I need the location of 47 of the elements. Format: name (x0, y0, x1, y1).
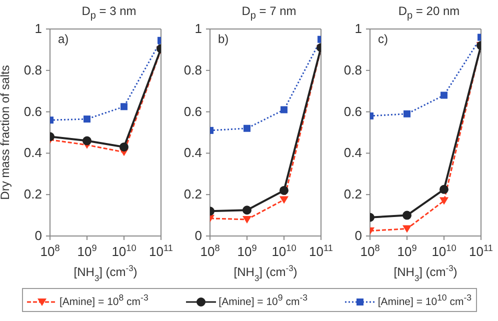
y-tick-label: 0.2 (184, 186, 202, 202)
y-tick-label: 0.2 (24, 186, 42, 202)
x-tick-label: 10$^{8}$ (40, 243, 60, 259)
x-axis-title: [NH$_{3}$] (cm$^{-3}$) (234, 263, 298, 283)
y-tick-label: 0.6 (184, 104, 202, 119)
y-tick-label: 1 (34, 21, 42, 36)
y-tick-label: 0.2 (344, 186, 362, 202)
chart-title: D$_{p}$ = 7 nm (240, 4, 298, 22)
x-tick-label: 10$^{9}$ (237, 243, 257, 259)
x-tick-label: 10$^{10}$ (272, 243, 296, 259)
y-tick-label: 1 (194, 21, 202, 36)
y-tick-label: 0.4 (24, 145, 42, 160)
y-tick-label: 0.8 (24, 62, 42, 78)
y-tick-label: 0 (354, 228, 362, 243)
x-tick-label: 10$^{10}$ (112, 243, 136, 259)
x-axis-title: [NH$_{3}$] (cm$^{-3}$) (74, 263, 138, 283)
y-tick-label: 0.4 (344, 145, 362, 160)
y-tick-label: 0.8 (344, 62, 362, 78)
x-tick-label: 10$^{8}$ (360, 243, 380, 259)
point (402, 225, 412, 233)
x-tick-label: 10$^{11}$ (469, 243, 493, 259)
x-tick-label: 10$^{8}$ (200, 243, 220, 259)
chart-title: D$_{p}$ = 20 nm (397, 4, 461, 22)
legend-label: [Amine] = 10$^{10}$ cm$^{-3}$ (378, 292, 472, 308)
x-tick-label: 10$^{11}$ (309, 243, 333, 259)
annotation: c) (378, 32, 388, 46)
point (440, 197, 448, 205)
x-tick-label: 10$^{9}$ (77, 243, 97, 259)
x-tick-label: 10$^{10}$ (432, 243, 456, 259)
point (242, 216, 252, 224)
y-tick-label: 0.4 (184, 145, 202, 160)
y-axis-title: Dry mass fraction of salts (0, 65, 12, 200)
x-tick-label: 10$^{9}$ (397, 243, 417, 259)
y-tick-label: 0.6 (344, 104, 362, 119)
annotation: b) (218, 32, 229, 46)
point (280, 196, 288, 204)
y-tick-label: 0 (34, 228, 42, 243)
y-tick-label: 0.8 (184, 62, 202, 78)
chart-title: D$_{p}$ = 3 nm (80, 4, 138, 22)
annotation: a) (58, 32, 69, 46)
legend-label: [Amine] = 10$^{8}$ cm$^{-3}$ (60, 292, 148, 308)
x-tick-label: 10$^{11}$ (149, 243, 173, 259)
x-axis-title: [NH$_{3}$] (cm$^{-3}$) (394, 263, 458, 283)
legend-label: [Amine] = 10$^{9}$ cm$^{-3}$ (218, 292, 308, 308)
y-tick-label: 0 (194, 228, 202, 243)
y-tick-label: 1 (354, 21, 362, 36)
y-tick-label: 0.6 (24, 104, 42, 119)
